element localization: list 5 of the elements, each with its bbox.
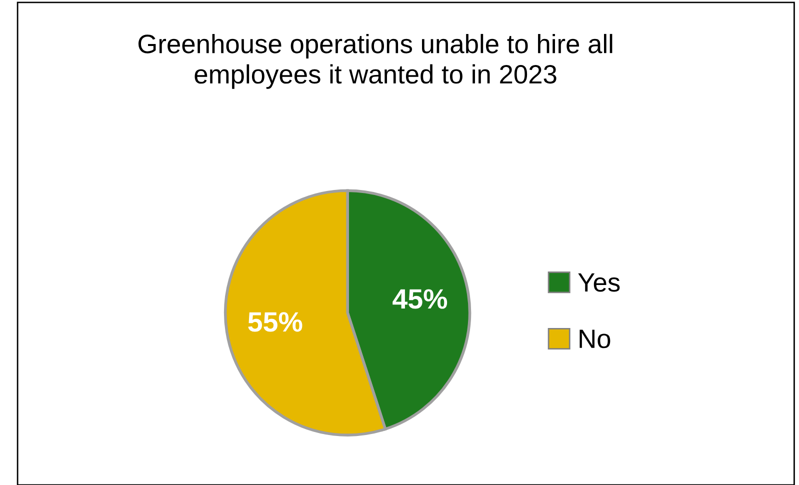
legend-label: Yes: [578, 273, 620, 292]
chart-title: Greenhouse operations unable to hire all employees it wanted to in 2023: [138, 34, 612, 89]
legend-label: No: [580, 330, 610, 348]
data-label: 45%: [392, 289, 448, 309]
data-label: 55%: [248, 312, 302, 332]
